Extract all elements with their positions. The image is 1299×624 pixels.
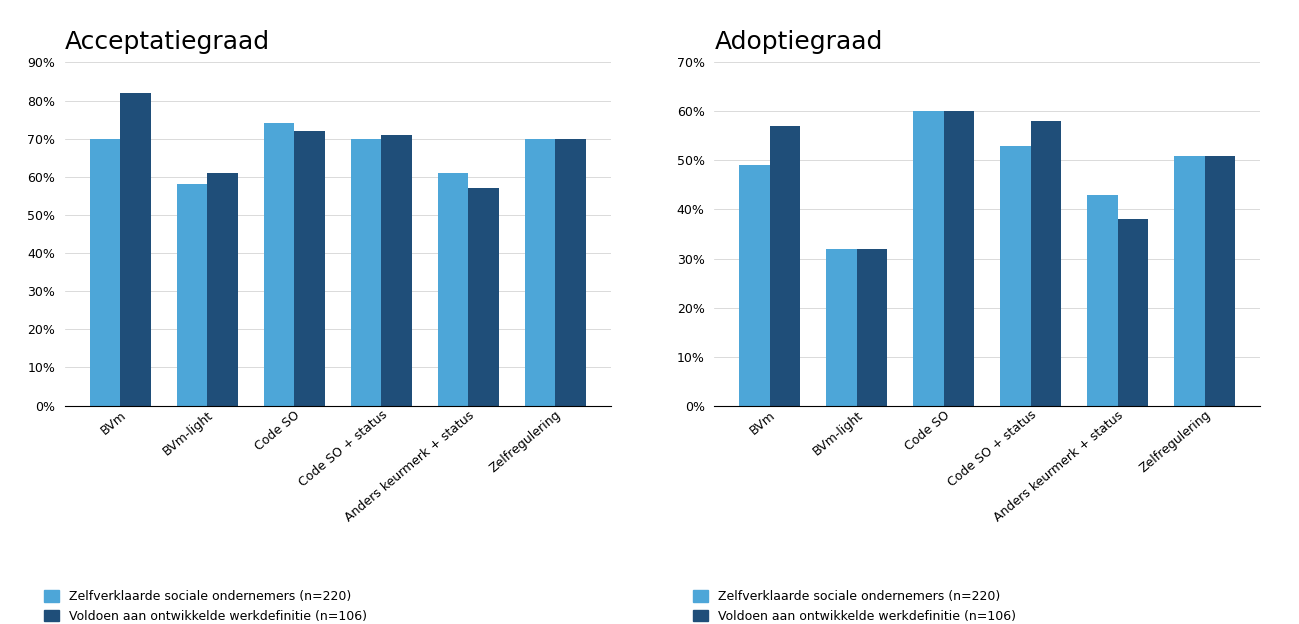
Bar <box>121 93 151 406</box>
Bar <box>1030 121 1061 406</box>
Bar <box>555 139 586 406</box>
Bar <box>351 139 381 406</box>
Bar <box>208 173 238 406</box>
Legend: Zelfverklaarde sociale ondernemers (n=220), Voldoen aan ontwikkelde werkdefiniti: Zelfverklaarde sociale ondernemers (n=22… <box>44 590 366 623</box>
Bar <box>857 249 887 406</box>
Bar <box>1087 195 1117 406</box>
Bar <box>1204 155 1235 406</box>
Bar <box>381 135 412 406</box>
Bar <box>295 131 325 406</box>
Bar <box>1000 146 1030 406</box>
Bar <box>944 112 974 406</box>
Bar <box>264 124 295 406</box>
Bar <box>1117 219 1148 406</box>
Bar <box>739 165 770 406</box>
Bar <box>770 126 800 406</box>
Bar <box>826 249 857 406</box>
Bar <box>525 139 555 406</box>
Text: Acceptatiegraad: Acceptatiegraad <box>65 29 270 54</box>
Bar <box>468 188 499 406</box>
Bar <box>1174 155 1204 406</box>
Legend: Zelfverklaarde sociale ondernemers (n=220), Voldoen aan ontwikkelde werkdefiniti: Zelfverklaarde sociale ondernemers (n=22… <box>694 590 1016 623</box>
Bar <box>438 173 468 406</box>
Bar <box>913 112 944 406</box>
Bar <box>177 185 208 406</box>
Text: Adoptiegraad: Adoptiegraad <box>714 29 883 54</box>
Bar <box>90 139 121 406</box>
